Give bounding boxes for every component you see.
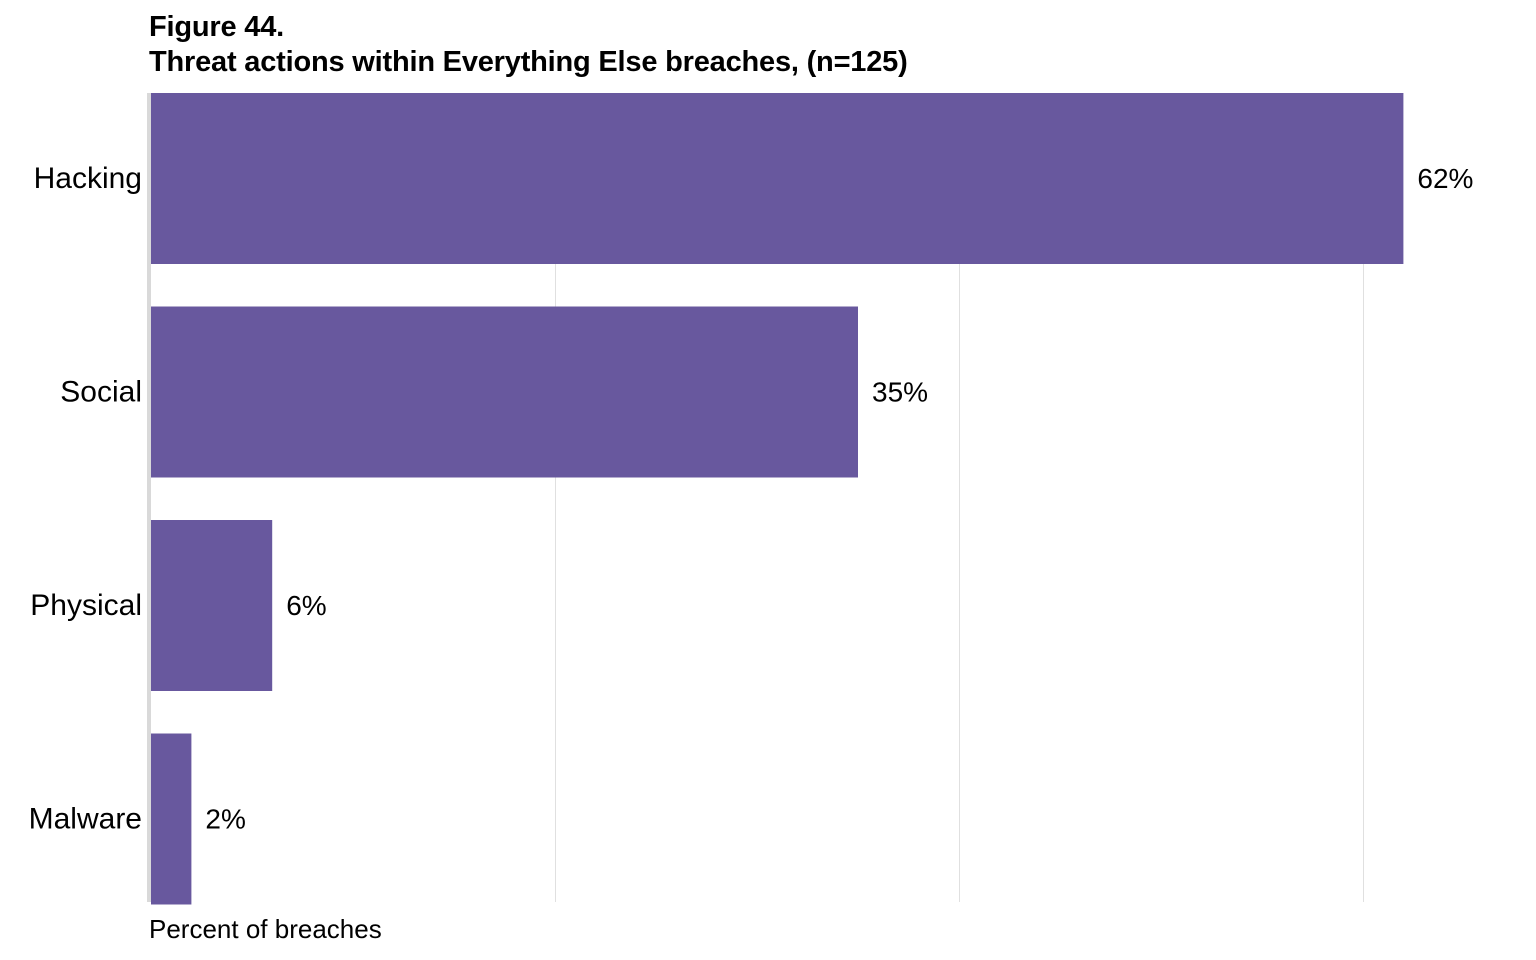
category-label-malware: Malware [29, 803, 142, 836]
y-axis-line [147, 93, 151, 902]
value-label-malware: 2% [205, 804, 245, 835]
bar-hacking [151, 93, 1404, 264]
labels: Hacking 62% Social 35% Physical 6% Malware 2% [29, 162, 1474, 836]
value-label-physical: 6% [286, 590, 326, 621]
chart-title: Threat actions within Everything Else br… [149, 46, 908, 78]
x-axis-label: Percent of breaches [149, 914, 382, 944]
value-label-social: 35% [872, 377, 928, 408]
bar-physical [151, 520, 273, 691]
category-label-hacking: Hacking [34, 162, 142, 195]
chart-heading: Figure 44. Threat actions within Everyth… [149, 10, 908, 80]
category-label-social: Social [60, 376, 142, 409]
category-label-physical: Physical [30, 589, 142, 622]
figure-number: Figure 44. [149, 11, 284, 43]
bars [151, 93, 1404, 905]
value-label-hacking: 62% [1417, 163, 1473, 194]
bar-social [151, 306, 858, 478]
bar-malware [151, 733, 192, 905]
